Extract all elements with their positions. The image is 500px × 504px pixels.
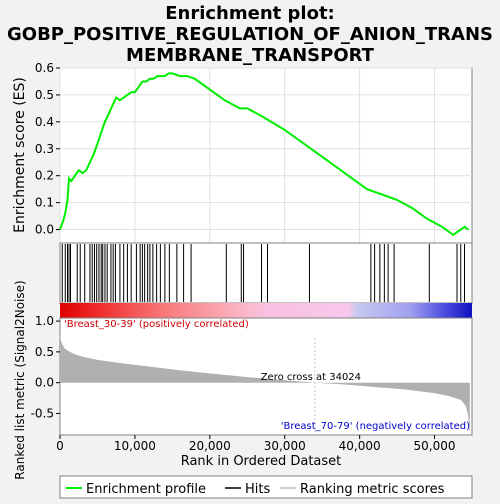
title-line-2: GOBP_POSITIVE_REGULATION_OF_ANION_TRANS — [7, 24, 493, 45]
es-y-tick-label: 0.2 — [35, 169, 54, 183]
legend-label-metric: Ranking metric scores — [300, 482, 445, 497]
x-tick-label: 30,000 — [264, 439, 306, 453]
metric-y-axis-label: Ranked list metric (Signal2Noise) — [13, 280, 27, 479]
x-tick-label: 40,000 — [339, 439, 381, 453]
es-y-axis-label: Enrichment score (ES) — [12, 77, 28, 233]
x-tick-label: 50,000 — [414, 439, 456, 453]
zero-cross-label: Zero cross at 34024 — [261, 372, 361, 383]
legend-label-hits: Hits — [245, 482, 270, 497]
negative-correlation-label: 'Breast_70-79' (negatively correlated) — [281, 421, 470, 432]
hits-lines — [61, 244, 466, 302]
es-y-tick-label: 0.5 — [35, 88, 54, 102]
ranking-metric-area — [60, 333, 470, 435]
enrichment-score-panel: 0.0 0.1 0.2 0.3 0.4 0.5 0.6 Enrichment score (… — [12, 61, 473, 244]
hits-area — [59, 242, 473, 304]
metric-y-tick-label: 0.5 — [35, 345, 54, 359]
legend: Enrichment profile Hits Ranking metric s… — [59, 475, 473, 499]
metric-y-tick-label: 1.0 — [35, 314, 54, 328]
es-y-tick-label: 0.3 — [35, 142, 54, 156]
es-y-tick-label: 0.0 — [35, 223, 54, 237]
positive-correlation-label: 'Breast_30-39' (positively correlated) — [64, 319, 249, 330]
x-tick-label: 20,000 — [189, 439, 231, 453]
es-plot-area — [59, 67, 473, 244]
hits-panel — [59, 242, 473, 304]
metric-y-ticks: -0.5 0.0 0.5 1.0 — [31, 314, 60, 420]
es-y-tick-label: 0.6 — [35, 61, 54, 75]
x-axis-label: Rank in Ordered Dataset — [181, 454, 342, 469]
es-y-ticks: 0.0 0.1 0.2 0.3 0.4 0.5 0.6 — [35, 61, 60, 237]
ranking-metric-panel: Zero cross at 34024 'Breast_30-39' (posi… — [13, 280, 473, 480]
legend-label-enrichment: Enrichment profile — [86, 482, 206, 497]
es-y-tick-label: 0.1 — [35, 196, 54, 210]
x-tick-label: 10,000 — [114, 439, 156, 453]
metric-y-tick-label: -0.5 — [31, 406, 54, 420]
ranking-color-bar — [60, 303, 472, 318]
metric-y-tick-label: 0.0 — [35, 376, 54, 390]
legend-box — [59, 475, 473, 499]
metric-x-ticks: 0 10,000 20,000 30,000 40,000 50,000 — [56, 435, 456, 453]
x-tick-label: 0 — [56, 439, 64, 453]
enrichment-profile-line — [59, 72, 469, 237]
title-line-3: MEMBRANE_TRANSPORT — [126, 45, 375, 66]
es-y-tick-label: 0.4 — [35, 115, 54, 129]
title-line-1: Enrichment plot: — [165, 3, 335, 24]
